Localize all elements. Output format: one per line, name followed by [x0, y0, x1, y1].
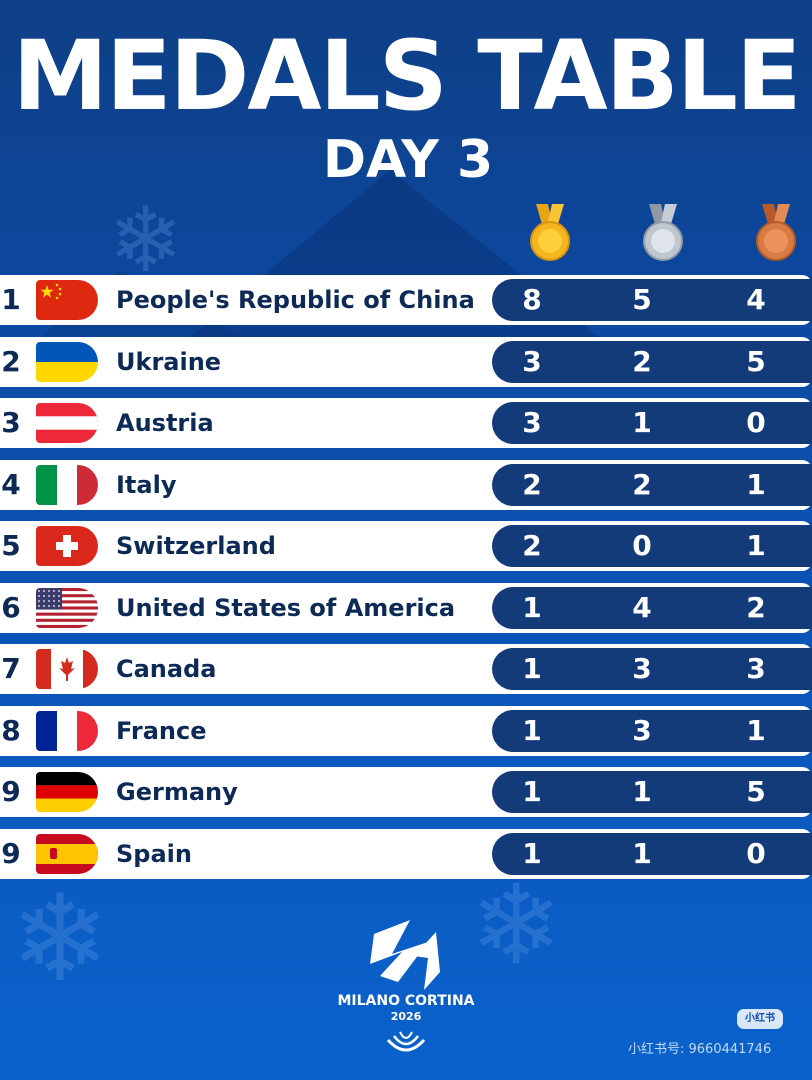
- silver-count: 0: [632, 529, 652, 562]
- milano-cortina-logo: [370, 920, 440, 1052]
- country-name: France: [116, 716, 207, 745]
- table-row: 4 Italy 2 2 1: [0, 459, 812, 510]
- rank-number: 8: [1, 713, 21, 747]
- table-row: 9 Germany 1 1 5: [0, 767, 812, 817]
- medal-counts: 1 1 0: [492, 832, 812, 875]
- silver-count: 5: [632, 283, 652, 316]
- gold-count: 8: [522, 283, 542, 316]
- ukraine-flag-icon: [36, 341, 98, 382]
- country-name: People's Republic of China: [116, 286, 475, 314]
- medal-counts: 1 1 5: [492, 771, 812, 813]
- snowflake-icon: ❄: [470, 861, 563, 989]
- country-name: Italy: [116, 470, 177, 499]
- rank-number: 7: [1, 652, 21, 685]
- bronze-count: 0: [746, 406, 766, 439]
- silver-count: 2: [632, 467, 652, 501]
- medal-counts: 3 1 0: [492, 402, 812, 444]
- canada-flag-icon: [36, 649, 98, 689]
- logo-text: MILANO CORTINA: [337, 993, 475, 1009]
- gold-count: 1: [522, 590, 542, 624]
- silver-count: 1: [632, 836, 652, 870]
- country-name: Spain: [116, 839, 192, 868]
- gold-count: 1: [522, 713, 542, 747]
- watermark-id: 小红书号: 9660441746: [628, 1042, 772, 1057]
- page-title: MEDALS TABLE: [12, 20, 801, 132]
- gold-count: 3: [522, 344, 542, 378]
- silver-medal-icon: [643, 204, 683, 261]
- rank-number: 4: [1, 467, 21, 501]
- bronze-count: 5: [746, 344, 766, 378]
- bronze-count: 2: [746, 590, 766, 624]
- gold-count: 1: [522, 836, 542, 870]
- bronze-count: 1: [746, 713, 766, 747]
- bronze-count: 3: [746, 652, 766, 685]
- table-row: 9 Spain 1 1 0: [0, 828, 812, 879]
- germany-flag-icon: [36, 772, 98, 812]
- bronze-count: 4: [746, 283, 766, 316]
- rank-number: 1: [1, 283, 21, 316]
- medal-counts: 1 3 1: [492, 709, 812, 752]
- france-flag-icon: [36, 710, 98, 751]
- snowflake-icon: ❄: [108, 188, 184, 293]
- bronze-count: 5: [746, 775, 766, 808]
- medal-counts: 2 2 1: [492, 463, 812, 506]
- table-row: 6 United States of America 1 4 2: [0, 582, 812, 633]
- table-row: 7 Canada 1 3 3: [0, 644, 812, 694]
- medal-counts: 3 2 5: [492, 340, 812, 383]
- silver-count: 1: [632, 775, 652, 808]
- country-name: Canada: [116, 655, 217, 683]
- rank-number: 9: [1, 836, 21, 870]
- gold-count: 2: [522, 467, 542, 501]
- switzerland-flag-icon: [36, 526, 98, 566]
- table-row: 2 Ukraine 3 2 5: [0, 336, 812, 387]
- bronze-count: 1: [746, 529, 766, 562]
- rank-number: 3: [1, 406, 21, 439]
- country-name: Ukraine: [116, 347, 222, 376]
- page-subtitle: DAY 3: [322, 130, 494, 190]
- silver-count: 3: [632, 713, 652, 747]
- china-flag-icon: [36, 280, 98, 320]
- medal-counts: 1 4 2: [492, 586, 812, 629]
- table-row: 3 Austria 3 1 0: [0, 398, 812, 448]
- rank-number: 2: [1, 344, 21, 378]
- country-name: Germany: [116, 778, 238, 806]
- rank-number: 9: [1, 775, 21, 808]
- country-name: United States of America: [116, 593, 456, 622]
- medal-counts: 2 0 1: [492, 525, 812, 567]
- medal-counts: 8 5 4: [492, 279, 812, 321]
- austria-flag-icon: [36, 403, 98, 443]
- snowflake-icon: ❄: [10, 870, 111, 1009]
- gold-count: 3: [522, 406, 542, 439]
- italy-flag-icon: [36, 464, 98, 505]
- silver-count: 4: [632, 590, 652, 624]
- gold-count: 1: [522, 775, 542, 808]
- country-name: Austria: [116, 409, 214, 437]
- bronze-count: 0: [746, 836, 766, 870]
- spain-flag-icon: [36, 833, 98, 874]
- gold-medal-icon: [530, 204, 570, 261]
- rank-number: 6: [1, 590, 21, 624]
- logo-year: 2026: [390, 1010, 422, 1023]
- table-row: 5 Switzerland 2 0 1: [0, 521, 812, 571]
- silver-count: 2: [632, 344, 652, 378]
- bronze-count: 1: [746, 467, 766, 501]
- bronze-medal-icon: [756, 204, 796, 261]
- usa-flag-icon: [36, 587, 98, 628]
- medal-counts: 1 3 3: [492, 648, 812, 690]
- silver-count: 3: [632, 652, 652, 685]
- table-row: 8 France 1 3 1: [0, 705, 812, 756]
- table-row: 1 People's Republic of China 8 5 4: [0, 275, 812, 325]
- rank-number: 5: [1, 529, 21, 562]
- country-name: Switzerland: [116, 532, 276, 560]
- watermark-badge: 小红书: [737, 1009, 783, 1029]
- silver-count: 1: [632, 406, 652, 439]
- gold-count: 1: [522, 652, 542, 685]
- gold-count: 2: [522, 529, 542, 562]
